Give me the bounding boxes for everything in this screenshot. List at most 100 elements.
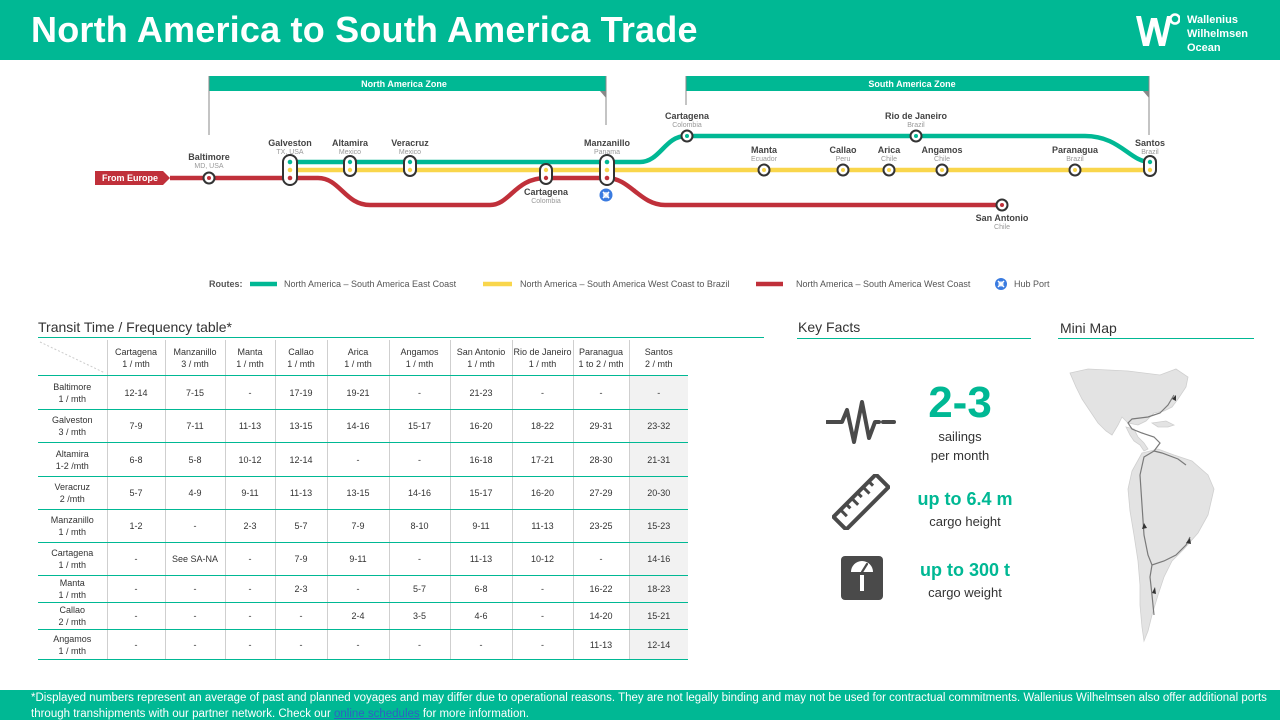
row-port-name: Altamira: [55, 448, 89, 459]
transit-cell: 11-13: [511, 509, 573, 543]
transit-cell: -: [164, 509, 225, 543]
station-san-antonio[interactable]: San Antonio Chile: [976, 198, 1029, 232]
station-name: Angamos: [921, 145, 962, 155]
row-header-cell: Manta 1 / mth: [38, 575, 107, 603]
station-santos[interactable]: Santos Brazil: [1135, 138, 1165, 177]
transit-cell: 10-12: [511, 542, 573, 576]
mini-map-title: Mini Map: [1060, 320, 1117, 336]
legend-routes-label: Routes:: [209, 279, 243, 289]
table-row: Callao 2 / mth - - - -2-4 3-5 4-6-14-20 15-21: [38, 602, 688, 630]
row-port-frequency: 1 / mth: [58, 560, 86, 570]
station-location: Peru: [836, 156, 851, 163]
transit-cell: -: [449, 629, 512, 660]
station-name: San Antonio: [976, 213, 1029, 223]
transit-cell: 5-7: [274, 509, 327, 543]
from-europe-tag: From Europe: [95, 171, 170, 185]
scale-icon: [841, 556, 883, 600]
transit-cell: -: [511, 575, 573, 603]
transit-cell: 12-14: [274, 442, 327, 477]
transit-cell: -: [224, 602, 275, 630]
transit-cell: -: [628, 375, 688, 410]
transit-cell: 2-4: [326, 602, 389, 630]
transit-cell: 14-16: [388, 476, 450, 510]
legend-west-to-brazil: North America – South America West Coast…: [520, 279, 729, 289]
from-europe-label: From Europe: [102, 173, 158, 183]
transit-cell: 18-22: [511, 409, 573, 443]
table-row: Manzanillo 1 / mth 1-2-2-3 5-7 7-9 8-10 9-11 11…: [38, 509, 688, 543]
brand-line-2: Wilhelmsen: [1187, 28, 1249, 40]
station-name: Rio de Janeiro: [885, 111, 948, 121]
col-header-manta: Manta 1 / mth: [224, 340, 275, 376]
route-map: North America Zone South America Zone Fr…: [95, 76, 1165, 290]
row-port-name: Angamos: [53, 633, 92, 644]
transit-cell: 8-10: [388, 509, 450, 543]
transit-cell: -: [572, 375, 629, 410]
wallenius-logo-icon: [1136, 13, 1180, 46]
station-name: Baltimore: [188, 152, 230, 162]
mini-map: [1069, 368, 1215, 643]
station-galveston[interactable]: Galveston TX, USA: [268, 138, 312, 186]
transit-cell: -: [572, 542, 629, 576]
transit-cell: 16-22: [572, 575, 629, 603]
transit-cell: -: [224, 629, 275, 660]
sailings-label-2: per month: [930, 448, 990, 463]
station-altamira[interactable]: Altamira Mexico: [332, 138, 369, 177]
station-location: Colombia: [531, 198, 561, 205]
station-cartagena-east[interactable]: Cartagena Colombia: [665, 111, 710, 143]
transit-cell: -: [326, 442, 389, 477]
transit-cell: 23-25: [572, 509, 629, 543]
row-port-frequency: 3 / mth: [58, 427, 86, 437]
transit-cell: -: [224, 542, 275, 576]
station-angamos[interactable]: Angamos Chile: [921, 145, 963, 177]
transit-table-body: Baltimore 1 / mth 12-14 7-15-17-19 19-21-21-…: [38, 375, 688, 660]
row-port-name: Manzanillo: [50, 515, 94, 525]
transit-cell: 7-11: [164, 409, 225, 443]
station-name: Altamira: [332, 138, 369, 148]
station-name: Paranagua: [1052, 145, 1099, 155]
col-header-santos: Santos 2 / mth: [628, 340, 688, 376]
station-location: Brazil: [1066, 156, 1084, 163]
online-schedules-link[interactable]: online schedules: [333, 708, 420, 720]
transit-cell: 11-13: [224, 409, 275, 443]
row-header-cell: Altamira 1-2 /mth: [38, 442, 107, 477]
transit-cell: 6-8: [106, 442, 165, 477]
transit-cell: 13-15: [274, 409, 327, 443]
station-cartagena-west[interactable]: Cartagena Colombia: [524, 163, 569, 205]
transit-cell: -: [511, 375, 573, 410]
station-name: Santos: [1135, 138, 1165, 148]
transit-cell: 14-16: [628, 542, 688, 576]
transit-cell: 13-15: [326, 476, 389, 510]
station-location: Panama: [594, 149, 620, 156]
station-baltimore[interactable]: Baltimore MD, USA: [188, 152, 230, 185]
row-header-cell: Angamos 1 / mth: [38, 629, 107, 660]
station-location: Brazil: [907, 122, 925, 129]
row-header-cell: Callao 2 / mth: [38, 602, 107, 630]
station-rio-de-janeiro[interactable]: Rio de Janeiro Brazil: [885, 111, 948, 143]
transit-cell: -: [326, 629, 389, 660]
transit-cell: 16-20: [449, 409, 512, 443]
transit-cell: -: [164, 575, 225, 603]
row-port-name: Cartagena: [51, 548, 94, 558]
transit-cell: 9-11: [326, 542, 389, 576]
station-location: Mexico: [339, 149, 361, 156]
transit-cell: -: [164, 629, 225, 660]
transit-cell: 9-11: [449, 509, 512, 543]
station-veracruz[interactable]: Veracruz Mexico: [391, 138, 429, 177]
table-row: Altamira 1-2 /mth 6-8 5-8 10-12 12-14- -16-18 1…: [38, 442, 688, 477]
transit-cell: -: [274, 629, 327, 660]
brand-logo[interactable]: Wallenius Wilhelmsen Ocean: [1134, 12, 1274, 54]
americas-landmass: [1069, 368, 1215, 643]
transit-cell: -: [106, 629, 165, 660]
station-arica[interactable]: Arica Chile: [878, 145, 902, 177]
station-manzanillo[interactable]: Manzanillo Panama: [584, 138, 631, 202]
station-callao[interactable]: Callao Peru: [829, 145, 857, 177]
south-america-zone: South America Zone: [685, 76, 1150, 135]
station-manta[interactable]: Manta Ecuador: [751, 145, 778, 177]
transit-table: Cartagena 1 / mth Manzanillo 3 / mth Manta…: [38, 340, 688, 660]
transit-cell: 21-23: [449, 375, 512, 410]
transit-cell: 14-20: [572, 602, 629, 630]
station-location: Mexico: [399, 149, 421, 156]
transit-cell: 3-5: [388, 602, 450, 630]
row-port-frequency: 2 / mth: [58, 617, 86, 627]
station-paranagua[interactable]: Paranagua Brazil: [1052, 145, 1099, 177]
